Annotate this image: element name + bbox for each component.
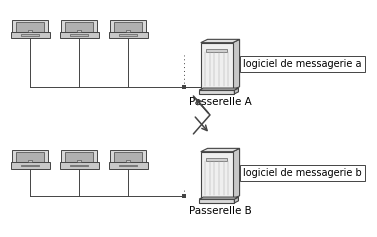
FancyBboxPatch shape: [11, 163, 50, 169]
FancyBboxPatch shape: [199, 90, 234, 94]
Text: logiciel de messagerie a: logiciel de messagerie a: [244, 59, 362, 69]
FancyBboxPatch shape: [109, 32, 148, 38]
Text: Passerelle B: Passerelle B: [189, 206, 252, 216]
FancyBboxPatch shape: [206, 49, 227, 52]
FancyBboxPatch shape: [21, 165, 39, 166]
FancyBboxPatch shape: [199, 199, 234, 203]
Polygon shape: [201, 39, 240, 43]
Polygon shape: [234, 197, 239, 203]
FancyBboxPatch shape: [110, 20, 146, 36]
FancyBboxPatch shape: [16, 22, 44, 34]
FancyBboxPatch shape: [65, 22, 93, 34]
Text: Passerelle A: Passerelle A: [189, 97, 252, 107]
FancyBboxPatch shape: [120, 165, 137, 166]
FancyBboxPatch shape: [70, 34, 88, 36]
FancyBboxPatch shape: [114, 22, 142, 34]
FancyBboxPatch shape: [201, 43, 233, 90]
FancyBboxPatch shape: [16, 152, 44, 164]
FancyBboxPatch shape: [206, 158, 227, 161]
FancyBboxPatch shape: [28, 30, 32, 32]
FancyBboxPatch shape: [126, 160, 130, 163]
FancyBboxPatch shape: [21, 34, 39, 36]
FancyBboxPatch shape: [70, 165, 88, 166]
FancyBboxPatch shape: [60, 163, 99, 169]
FancyBboxPatch shape: [65, 152, 93, 164]
FancyBboxPatch shape: [77, 160, 81, 163]
FancyBboxPatch shape: [77, 30, 81, 32]
FancyBboxPatch shape: [61, 20, 97, 36]
FancyBboxPatch shape: [120, 34, 137, 36]
FancyBboxPatch shape: [12, 150, 48, 166]
Polygon shape: [199, 197, 239, 199]
FancyBboxPatch shape: [110, 150, 146, 166]
FancyBboxPatch shape: [12, 20, 48, 36]
Polygon shape: [233, 148, 240, 199]
Text: logiciel de messagerie b: logiciel de messagerie b: [244, 168, 362, 178]
FancyBboxPatch shape: [61, 150, 97, 166]
FancyBboxPatch shape: [109, 163, 148, 169]
FancyBboxPatch shape: [11, 32, 50, 38]
Polygon shape: [199, 88, 239, 90]
FancyBboxPatch shape: [114, 152, 142, 164]
Polygon shape: [201, 148, 240, 152]
Polygon shape: [233, 39, 240, 90]
Polygon shape: [234, 88, 239, 94]
FancyBboxPatch shape: [201, 152, 233, 199]
FancyBboxPatch shape: [126, 30, 130, 32]
FancyBboxPatch shape: [28, 160, 32, 163]
FancyBboxPatch shape: [60, 32, 99, 38]
